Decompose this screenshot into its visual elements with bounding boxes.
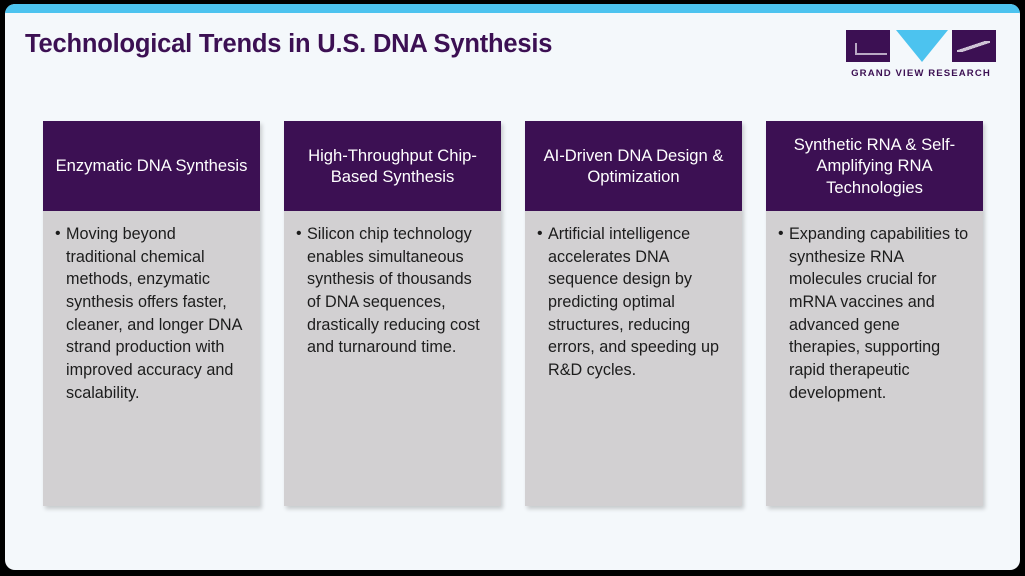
bullet-dot-icon: • <box>537 225 543 242</box>
bullet-dot-icon: • <box>55 225 61 242</box>
list-item: • Artificial intelligence accelerates DN… <box>537 223 728 382</box>
trend-card-bullet-text: Moving beyond traditional chemical metho… <box>66 225 242 402</box>
trend-card-bullet-text: Silicon chip technology enables simultan… <box>307 225 480 357</box>
trend-card-title: AI-Driven DNA Design & Optimization <box>525 121 742 211</box>
trend-card: Enzymatic DNA Synthesis • Moving beyond … <box>43 121 260 506</box>
list-item: • Silicon chip technology enables simult… <box>296 223 487 359</box>
card-grid: Enzymatic DNA Synthesis • Moving beyond … <box>43 121 983 506</box>
list-item: • Expanding capabilities to synthesize R… <box>778 223 969 404</box>
left-bracket-mark-icon <box>846 30 890 62</box>
page-title: Technological Trends in U.S. DNA Synthes… <box>25 30 553 58</box>
trend-card-title: Synthetic RNA & Self-Amplifying RNA Tech… <box>766 121 983 211</box>
trend-card-bullet-text: Artificial intelligence accelerates DNA … <box>548 225 719 380</box>
trend-card: AI-Driven DNA Design & Optimization • Ar… <box>525 121 742 506</box>
trend-card-body: • Moving beyond traditional chemical met… <box>43 211 260 506</box>
slide-canvas: Technological Trends in U.S. DNA Synthes… <box>5 4 1020 570</box>
trend-card-body: • Artificial intelligence accelerates DN… <box>525 211 742 506</box>
trend-card: High-Throughput Chip-Based Synthesis • S… <box>284 121 501 506</box>
bullet-dot-icon: • <box>296 225 302 242</box>
trend-card-body: • Expanding capabilities to synthesize R… <box>766 211 983 506</box>
logo-marks <box>846 30 996 62</box>
top-accent-bar <box>5 4 1020 13</box>
trend-card-title: High-Throughput Chip-Based Synthesis <box>284 121 501 211</box>
list-item: • Moving beyond traditional chemical met… <box>55 223 246 404</box>
trend-card-bullet-text: Expanding capabilities to synthesize RNA… <box>789 225 969 402</box>
logo-wordmark: GRAND VIEW RESEARCH <box>851 68 991 79</box>
trend-card-title: Enzymatic DNA Synthesis <box>43 121 260 211</box>
trend-card: Synthetic RNA & Self-Amplifying RNA Tech… <box>766 121 983 506</box>
triangle-down-icon <box>896 30 948 62</box>
trend-card-body: • Silicon chip technology enables simult… <box>284 211 501 506</box>
bullet-dot-icon: • <box>778 225 784 242</box>
brand-logo: GRAND VIEW RESEARCH <box>846 30 996 79</box>
right-arrow-mark-icon <box>952 30 996 62</box>
